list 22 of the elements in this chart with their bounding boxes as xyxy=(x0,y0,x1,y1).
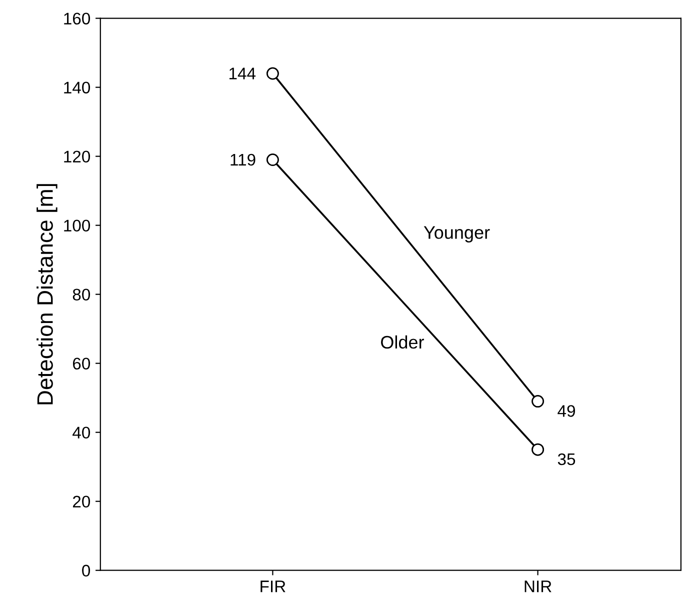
y-tick-label: 0 xyxy=(82,564,90,577)
y-tick-label: 160 xyxy=(64,12,90,25)
point xyxy=(266,67,279,80)
y-axis-title: Detection Distance [m] xyxy=(36,184,58,404)
y-tick-label: 100 xyxy=(64,220,90,232)
x-tick-label: FIR xyxy=(260,580,286,592)
series-label: Older xyxy=(381,335,424,349)
y-tick-label: 140 xyxy=(64,82,90,94)
data-label: 49 xyxy=(558,405,575,417)
y-tick-label: 40 xyxy=(72,426,90,439)
point xyxy=(532,443,544,456)
y-tick-label: 60 xyxy=(72,358,90,370)
y-tick-label: 80 xyxy=(72,288,90,301)
data-label: 35 xyxy=(558,453,576,466)
y-tick-label: 20 xyxy=(72,496,90,508)
data-label: 144 xyxy=(230,68,256,80)
x-tick-label: NIR xyxy=(524,580,552,592)
y-tick-label: 120 xyxy=(64,150,90,163)
data-label: 119 xyxy=(230,154,256,166)
series-label: Younger xyxy=(424,226,490,242)
point xyxy=(532,395,544,408)
point xyxy=(266,154,279,166)
